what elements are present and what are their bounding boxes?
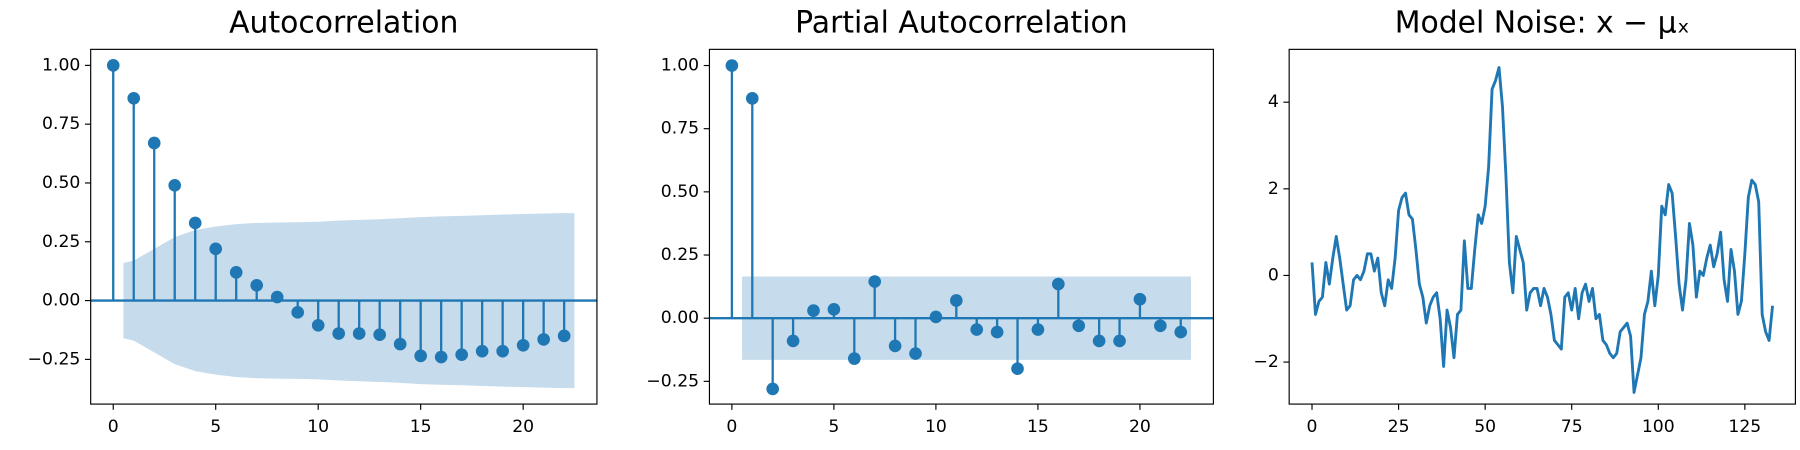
x-tick-label: 20 (1129, 417, 1151, 437)
stem-marker (270, 290, 284, 304)
stem-marker (766, 382, 780, 396)
stem-marker (990, 325, 1004, 339)
stem-marker (1052, 277, 1065, 291)
y-tick-label: −0.25 (646, 371, 699, 391)
stem-marker (807, 304, 820, 317)
y-tick-label: 1.00 (661, 56, 699, 76)
y-tick-label: 0.00 (42, 291, 80, 311)
chart-title: Model Noise: x − μₓ (1395, 6, 1690, 41)
stem-marker (352, 327, 366, 340)
y-tick-label: 0.75 (661, 119, 699, 139)
y-tick-label: 2 (1268, 179, 1279, 199)
stem-marker (127, 91, 141, 105)
x-tick-label: 5 (210, 417, 221, 437)
stem-marker (1092, 334, 1106, 348)
x-tick-label: 50 (1474, 417, 1496, 437)
stem-marker (1031, 323, 1045, 336)
y-tick-label: −2 (1253, 352, 1278, 372)
y-tick-label: 0.25 (661, 245, 699, 265)
stem-marker (909, 347, 922, 360)
stem-marker (847, 352, 861, 365)
stem-marker (229, 266, 243, 279)
stem-marker (516, 338, 530, 352)
stem-marker (1011, 362, 1024, 376)
stem-marker (147, 136, 161, 150)
stem-marker (868, 275, 882, 288)
axes-frame (90, 48, 598, 405)
stem-marker (455, 348, 468, 361)
stem-marker (725, 59, 739, 72)
chart-title: Autocorrelation (229, 6, 458, 41)
stem-marker (1174, 325, 1188, 339)
stem-marker (950, 294, 963, 307)
stem-marker (827, 303, 841, 316)
x-tick-label: 0 (1307, 417, 1318, 437)
y-tick-label: 0 (1268, 265, 1279, 285)
x-tick-label: 10 (925, 417, 947, 437)
y-tick-label: 0.50 (42, 173, 80, 193)
x-tick-label: 100 (1642, 417, 1675, 437)
stem-marker (1072, 319, 1086, 333)
stem-marker (929, 310, 943, 324)
stem-marker (786, 334, 800, 348)
y-tick-label: −0.25 (28, 349, 81, 369)
x-tick-label: 5 (828, 417, 839, 437)
axes-frame (708, 48, 1214, 405)
stem-marker (188, 216, 202, 230)
stem-marker (393, 337, 407, 351)
axes-frame (1288, 48, 1796, 405)
y-tick-label: 0.50 (661, 182, 699, 202)
x-tick-label: 0 (726, 417, 737, 437)
x-tick-label: 15 (1027, 417, 1049, 437)
stem-marker (168, 179, 182, 192)
stem-marker (332, 327, 346, 340)
stem-marker (557, 329, 571, 343)
y-tick-label: 4 (1268, 92, 1279, 112)
stem-marker (745, 92, 759, 105)
stem-marker (537, 333, 550, 346)
y-tick-label: 1.00 (42, 55, 80, 75)
noise-line (1310, 66, 1774, 394)
stem-marker (1133, 292, 1147, 306)
y-tick-label: 0.00 (661, 308, 699, 328)
stem-marker (250, 278, 264, 292)
x-tick-label: 20 (512, 417, 534, 437)
stem-marker (475, 344, 489, 358)
x-tick-label: 75 (1561, 417, 1583, 437)
stem-marker (311, 318, 325, 332)
x-tick-label: 125 (1728, 417, 1761, 437)
y-tick-label: 0.25 (42, 232, 80, 252)
stem-marker (496, 344, 509, 358)
y-tick-label: 0.75 (42, 114, 80, 134)
stem-marker (414, 349, 427, 363)
stem-marker (970, 323, 984, 336)
x-tick-label: 25 (1388, 417, 1410, 437)
stem-marker (209, 242, 223, 256)
stem-marker (373, 328, 386, 342)
stem-marker (106, 59, 120, 72)
x-tick-label: 0 (108, 417, 119, 437)
x-tick-label: 10 (307, 417, 329, 437)
stem-marker (1113, 334, 1126, 348)
stem-marker (1154, 319, 1167, 333)
stem-marker (434, 350, 448, 364)
stem-marker (291, 306, 305, 319)
chart-title: Partial Autocorrelation (795, 6, 1128, 41)
stem-marker (888, 339, 902, 353)
x-tick-label: 15 (410, 417, 432, 437)
